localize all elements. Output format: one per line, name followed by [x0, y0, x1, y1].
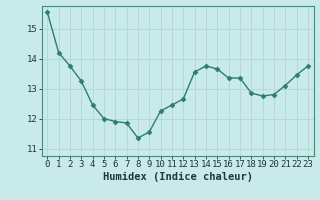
X-axis label: Humidex (Indice chaleur): Humidex (Indice chaleur): [103, 172, 252, 182]
